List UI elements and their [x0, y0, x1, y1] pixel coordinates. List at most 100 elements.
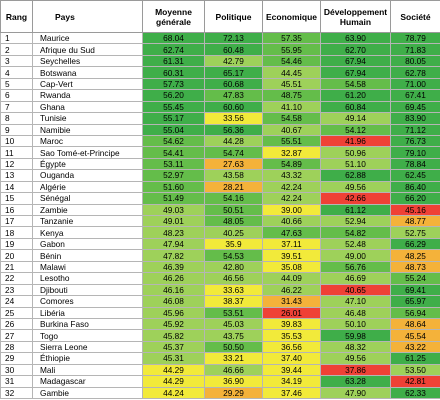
economique-cell: 34.19	[262, 375, 321, 388]
rank-cell: 29	[0, 352, 33, 365]
developpement-cell: 40.65	[320, 283, 391, 297]
table-row: 29 Éthiopie 45.31 33.21 37.40 49.56 61.25	[0, 352, 440, 365]
economique-cell: 31.43	[262, 295, 321, 308]
country-cell: Seychelles	[32, 54, 143, 68]
country-cell: Sénégal	[32, 192, 143, 205]
developpement-cell: 41.96	[320, 134, 391, 148]
economique-cell: 55.51	[262, 134, 321, 148]
economique-cell: 44.09	[262, 272, 321, 285]
developpement-cell: 54.58	[320, 77, 391, 91]
societe-cell: 80.05	[390, 54, 440, 68]
table-row: 4 Botswana 60.31 65.17 44.45 67.94 62.78	[0, 66, 440, 79]
developpement-cell: 49.14	[320, 112, 391, 125]
moyenne-cell: 68.04	[142, 31, 205, 45]
rank-cell: 24	[0, 295, 33, 308]
table-row: 18 Kenya 48.23 40.25 47.63 54.82 52.75	[0, 226, 440, 239]
developpement-cell: 42.66	[320, 192, 391, 205]
rank-cell: 5	[0, 77, 33, 91]
table-row: 26 Burkina Faso 45.92 45.03 39.83 50.10 48.64	[0, 317, 440, 331]
societe-cell: 43.22	[390, 340, 440, 354]
country-cell: Maroc	[32, 134, 143, 148]
rank-cell: 23	[0, 283, 33, 297]
developpement-cell: 61.12	[320, 203, 391, 217]
rank-cell: 4	[0, 66, 33, 79]
politique-cell: 60.60	[204, 100, 263, 114]
rank-cell: 8	[0, 112, 33, 125]
moyenne-cell: 62.74	[142, 43, 205, 56]
table-row: 13 Ouganda 52.97 43.58 43.32 62.88 62.45	[0, 169, 440, 182]
header-politique: Politique	[204, 0, 263, 33]
country-cell: Madagascar	[32, 375, 143, 388]
table-row: 30 Mali 44.29 46.66 39.44 37.86 53.50	[0, 363, 440, 377]
economique-cell: 44.45	[262, 66, 321, 79]
developpement-cell: 51.10	[320, 157, 391, 171]
country-cell: Lesotho	[32, 272, 143, 285]
societe-cell: 67.41	[390, 89, 440, 102]
table-row: 9 Namibie 55.04 56.36 40.67 54.12 71.12	[0, 123, 440, 136]
politique-cell: 43.75	[204, 329, 263, 342]
politique-cell: 36.90	[204, 375, 263, 388]
country-cell: Botswana	[32, 66, 143, 79]
moyenne-cell: 49.01	[142, 214, 205, 228]
politique-cell: 54.74	[204, 146, 263, 159]
rank-cell: 15	[0, 192, 33, 205]
rank-cell: 9	[0, 123, 33, 136]
table-row: 28 Sierra Leone 45.37 50.50 36.56 48.32 43.22	[0, 340, 440, 354]
country-cell: Zambie	[32, 203, 143, 217]
economique-cell: 55.95	[262, 43, 321, 56]
developpement-cell: 52.48	[320, 237, 391, 251]
developpement-cell: 46.69	[320, 272, 391, 285]
politique-cell: 40.25	[204, 226, 263, 239]
moyenne-cell: 46.08	[142, 295, 205, 308]
economique-cell: 37.46	[262, 386, 321, 400]
table-row: 8 Tunisie 55.17 33.56 54.58 49.14 83.90	[0, 112, 440, 125]
moyenne-cell: 60.31	[142, 66, 205, 79]
economique-cell: 39.00	[262, 203, 321, 217]
societe-cell: 65.97	[390, 295, 440, 308]
economique-cell: 54.58	[262, 112, 321, 125]
moyenne-cell: 54.62	[142, 134, 205, 148]
country-cell: Sierra Leone	[32, 340, 143, 354]
politique-cell: 48.05	[204, 214, 263, 228]
societe-cell: 71.83	[390, 43, 440, 56]
politique-cell: 60.48	[204, 43, 263, 56]
rank-cell: 20	[0, 249, 33, 262]
politique-cell: 56.36	[204, 123, 263, 136]
societe-cell: 86.40	[390, 180, 440, 194]
rank-cell: 13	[0, 169, 33, 182]
country-cell: Gambie	[32, 386, 143, 400]
economique-cell: 42.24	[262, 180, 321, 194]
developpement-cell: 56.76	[320, 260, 391, 274]
societe-cell: 48.64	[390, 317, 440, 331]
economique-cell: 57.35	[262, 31, 321, 45]
moyenne-cell: 45.82	[142, 329, 205, 342]
rank-cell: 2	[0, 43, 33, 56]
rank-cell: 21	[0, 260, 33, 274]
country-cell: Maurice	[32, 31, 143, 45]
societe-cell: 62.45	[390, 169, 440, 182]
country-cell: Bénin	[32, 249, 143, 262]
rank-cell: 25	[0, 306, 33, 319]
country-cell: Comores	[32, 295, 143, 308]
table-row: 20 Bénin 47.82 54.53 39.51 49.00 48.25	[0, 249, 440, 262]
developpement-cell: 37.86	[320, 363, 391, 377]
economique-cell: 47.63	[262, 226, 321, 239]
rank-cell: 7	[0, 100, 33, 114]
societe-cell: 61.25	[390, 352, 440, 365]
societe-cell: 42.81	[390, 375, 440, 388]
moyenne-cell: 61.31	[142, 54, 205, 68]
country-cell: Mali	[32, 363, 143, 377]
rank-cell: 27	[0, 329, 33, 342]
moyenne-cell: 51.49	[142, 192, 205, 205]
developpement-cell: 60.84	[320, 100, 391, 114]
societe-cell: 76.73	[390, 134, 440, 148]
country-cell: Togo	[32, 329, 143, 342]
politique-cell: 35.9	[204, 237, 263, 251]
politique-cell: 42.79	[204, 54, 263, 68]
rank-cell: 17	[0, 214, 33, 228]
country-cell: Libéria	[32, 306, 143, 319]
country-cell: Ouganda	[32, 169, 143, 182]
header-economique: Economique	[262, 0, 321, 33]
moyenne-cell: 57.73	[142, 77, 205, 91]
developpement-cell: 49.00	[320, 249, 391, 262]
